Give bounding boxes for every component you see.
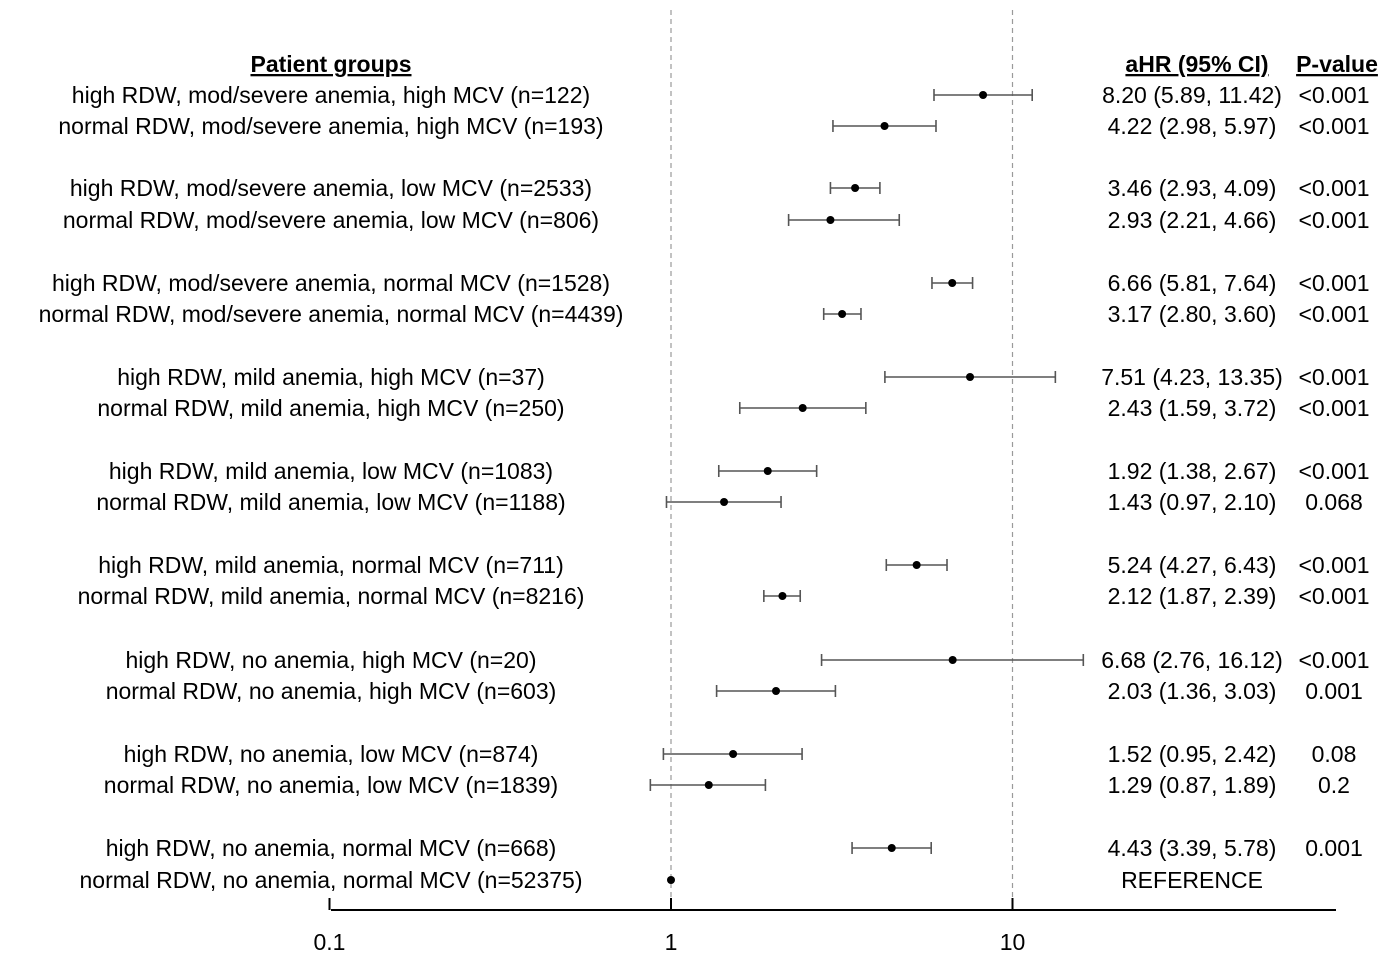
p-value: <0.001 — [1299, 647, 1370, 673]
hr-point — [948, 279, 957, 287]
p-value: <0.001 — [1299, 82, 1370, 108]
p-value: <0.001 — [1299, 207, 1370, 233]
p-value: <0.001 — [1299, 113, 1370, 139]
ahr-value: 2.12 (1.87, 2.39) — [1108, 583, 1277, 609]
group-label: high RDW, no anemia, low MCV (n=874) — [124, 741, 539, 767]
ahr-value: 2.43 (1.59, 3.72) — [1108, 395, 1277, 421]
group-label: normal RDW, mild anemia, low MCV (n=1188… — [96, 489, 565, 515]
ahr-value: 1.43 (0.97, 2.10) — [1108, 489, 1277, 515]
hr-point — [667, 876, 675, 884]
hr-point — [798, 404, 807, 412]
p-value: <0.001 — [1299, 301, 1370, 327]
column-headers: Patient groups aHR (95% CI) P-value — [250, 51, 1377, 77]
group-label: normal RDW, mild anemia, normal MCV (n=8… — [78, 583, 585, 609]
x-tick-labels: 0.1 1 10 — [314, 929, 1026, 953]
ahr-value: 6.66 (5.81, 7.64) — [1108, 270, 1277, 296]
ahr-value: 7.51 (4.23, 13.35) — [1101, 364, 1283, 390]
hr-point — [729, 750, 738, 758]
hr-point — [887, 844, 896, 852]
group-label: high RDW, mild anemia, low MCV (n=1083) — [109, 458, 553, 484]
group-label: normal RDW, mod/severe anemia, high MCV … — [58, 113, 603, 139]
group-label: high RDW, mild anemia, high MCV (n=37) — [117, 364, 545, 390]
hr-point — [912, 561, 921, 569]
p-value: 0.001 — [1305, 835, 1363, 861]
ahr-value: 6.68 (2.76, 16.12) — [1101, 647, 1283, 673]
x-tick-label: 10 — [1000, 929, 1026, 953]
group-label: high RDW, mod/severe anemia, high MCV (n… — [72, 82, 590, 108]
ahr-value: 3.17 (2.80, 3.60) — [1108, 301, 1277, 327]
group-label: high RDW, mild anemia, normal MCV (n=711… — [98, 552, 564, 578]
point-estimates — [667, 91, 988, 884]
ci-bar — [787, 214, 901, 226]
ahr-value: 1.92 (1.38, 2.67) — [1108, 458, 1277, 484]
hr-point — [720, 498, 729, 506]
hr-point — [826, 216, 835, 224]
p-value: <0.001 — [1299, 583, 1370, 609]
p-value: <0.001 — [1299, 364, 1370, 390]
header-pvalue: P-value — [1296, 51, 1378, 77]
group-label: high RDW, mod/severe anemia, low MCV (n=… — [70, 175, 592, 201]
ahr-value: REFERENCE — [1121, 867, 1263, 893]
ahr-value: 2.03 (1.36, 3.03) — [1108, 678, 1277, 704]
ahr-value: 2.93 (2.21, 4.66) — [1108, 207, 1277, 233]
header-patient-groups: Patient groups — [250, 51, 411, 77]
group-label: high RDW, no anemia, normal MCV (n=668) — [106, 835, 557, 861]
ahr-values: 8.20 (5.89, 11.42) 4.22 (2.98, 5.97) 3.46 … — [1101, 82, 1283, 893]
ahr-value: 1.52 (0.95, 2.42) — [1108, 741, 1277, 767]
x-tick-label: 0.1 — [314, 929, 346, 953]
hr-point — [704, 781, 713, 789]
header-ahr: aHR (95% CI) — [1125, 51, 1268, 77]
p-value: 0.08 — [1312, 741, 1357, 767]
ahr-value: 5.24 (4.27, 6.43) — [1108, 552, 1277, 578]
p-values: <0.001 <0.001 <0.001 <0.001 <0.001 <0.001 <0.0… — [1299, 82, 1370, 861]
group-label: normal RDW, no anemia, low MCV (n=1839) — [104, 772, 558, 798]
reference-lines — [670, 10, 1014, 908]
group-label: high RDW, mod/severe anemia, normal MCV … — [52, 270, 610, 296]
ahr-value: 4.43 (3.39, 5.78) — [1108, 835, 1277, 861]
group-label: normal RDW, mod/severe anemia, low MCV (… — [63, 207, 599, 233]
group-label: normal RDW, mod/severe anemia, normal MC… — [39, 301, 624, 327]
p-value: <0.001 — [1299, 175, 1370, 201]
hr-point — [838, 310, 847, 318]
group-label: high RDW, no anemia, high MCV (n=20) — [125, 647, 536, 673]
x-tick-label: 1 — [665, 929, 678, 953]
group-label: normal RDW, mild anemia, high MCV (n=250… — [97, 395, 564, 421]
p-value: <0.001 — [1299, 395, 1370, 421]
hr-point — [966, 373, 975, 381]
hr-point — [979, 91, 988, 99]
hr-point — [763, 467, 772, 475]
confidence-intervals — [649, 89, 1085, 854]
hr-point — [772, 687, 781, 695]
hr-point — [851, 184, 860, 192]
p-value: 0.001 — [1305, 678, 1363, 704]
hr-point — [880, 122, 889, 130]
group-label: normal RDW, no anemia, normal MCV (n=523… — [79, 867, 582, 893]
p-value: <0.001 — [1299, 458, 1370, 484]
p-value: 0.068 — [1305, 489, 1363, 515]
p-value: 0.2 — [1318, 772, 1350, 798]
hr-point — [778, 592, 787, 600]
group-label: normal RDW, no anemia, high MCV (n=603) — [106, 678, 557, 704]
x-axis — [328, 898, 1336, 911]
ahr-value: 3.46 (2.93, 4.09) — [1108, 175, 1277, 201]
ahr-value: 1.29 (0.87, 1.89) — [1108, 772, 1277, 798]
ahr-value: 8.20 (5.89, 11.42) — [1102, 82, 1282, 108]
ahr-value: 4.22 (2.98, 5.97) — [1108, 113, 1277, 139]
hr-point — [948, 656, 957, 664]
p-value: <0.001 — [1299, 552, 1370, 578]
p-value: <0.001 — [1299, 270, 1370, 296]
group-labels: high RDW, mod/severe anemia, high MCV (n… — [39, 82, 624, 893]
